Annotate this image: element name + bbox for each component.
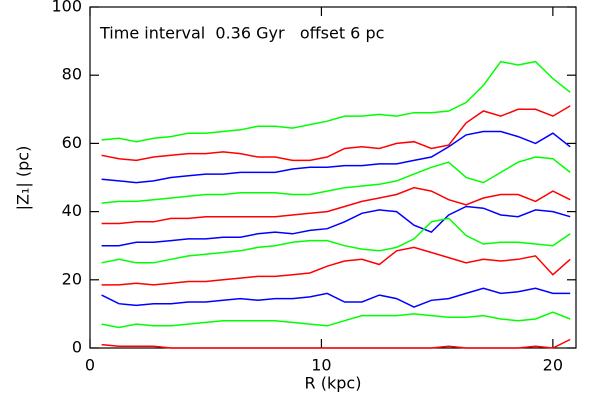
series-line (101, 246, 571, 286)
series-line (101, 130, 571, 184)
x-tick-label: 20 (543, 356, 563, 375)
x-axis-label: R (kpc) (305, 374, 362, 393)
x-tick-label: 10 (311, 356, 331, 375)
series-line (101, 186, 571, 225)
y-axis-label: |Z₁| (pc) (14, 146, 33, 211)
series-line (101, 311, 571, 329)
y-tick-label: 40 (62, 201, 82, 220)
y-tick-label: 60 (62, 133, 82, 152)
series-line (101, 105, 571, 162)
series-line (101, 217, 571, 264)
series-line (101, 60, 571, 143)
y-tick-label: 100 (51, 0, 82, 16)
y-tick-label: 80 (62, 65, 82, 84)
y-tick-label: 20 (62, 269, 82, 288)
annotation: Time interval 0.36 Gyr offset 6 pc (99, 24, 384, 43)
series-line (101, 287, 571, 308)
series-line (101, 338, 571, 349)
series-line (101, 205, 571, 247)
y-tick-label: 0 (72, 338, 82, 357)
series-line (101, 156, 571, 204)
x-tick-label: 0 (85, 356, 95, 375)
